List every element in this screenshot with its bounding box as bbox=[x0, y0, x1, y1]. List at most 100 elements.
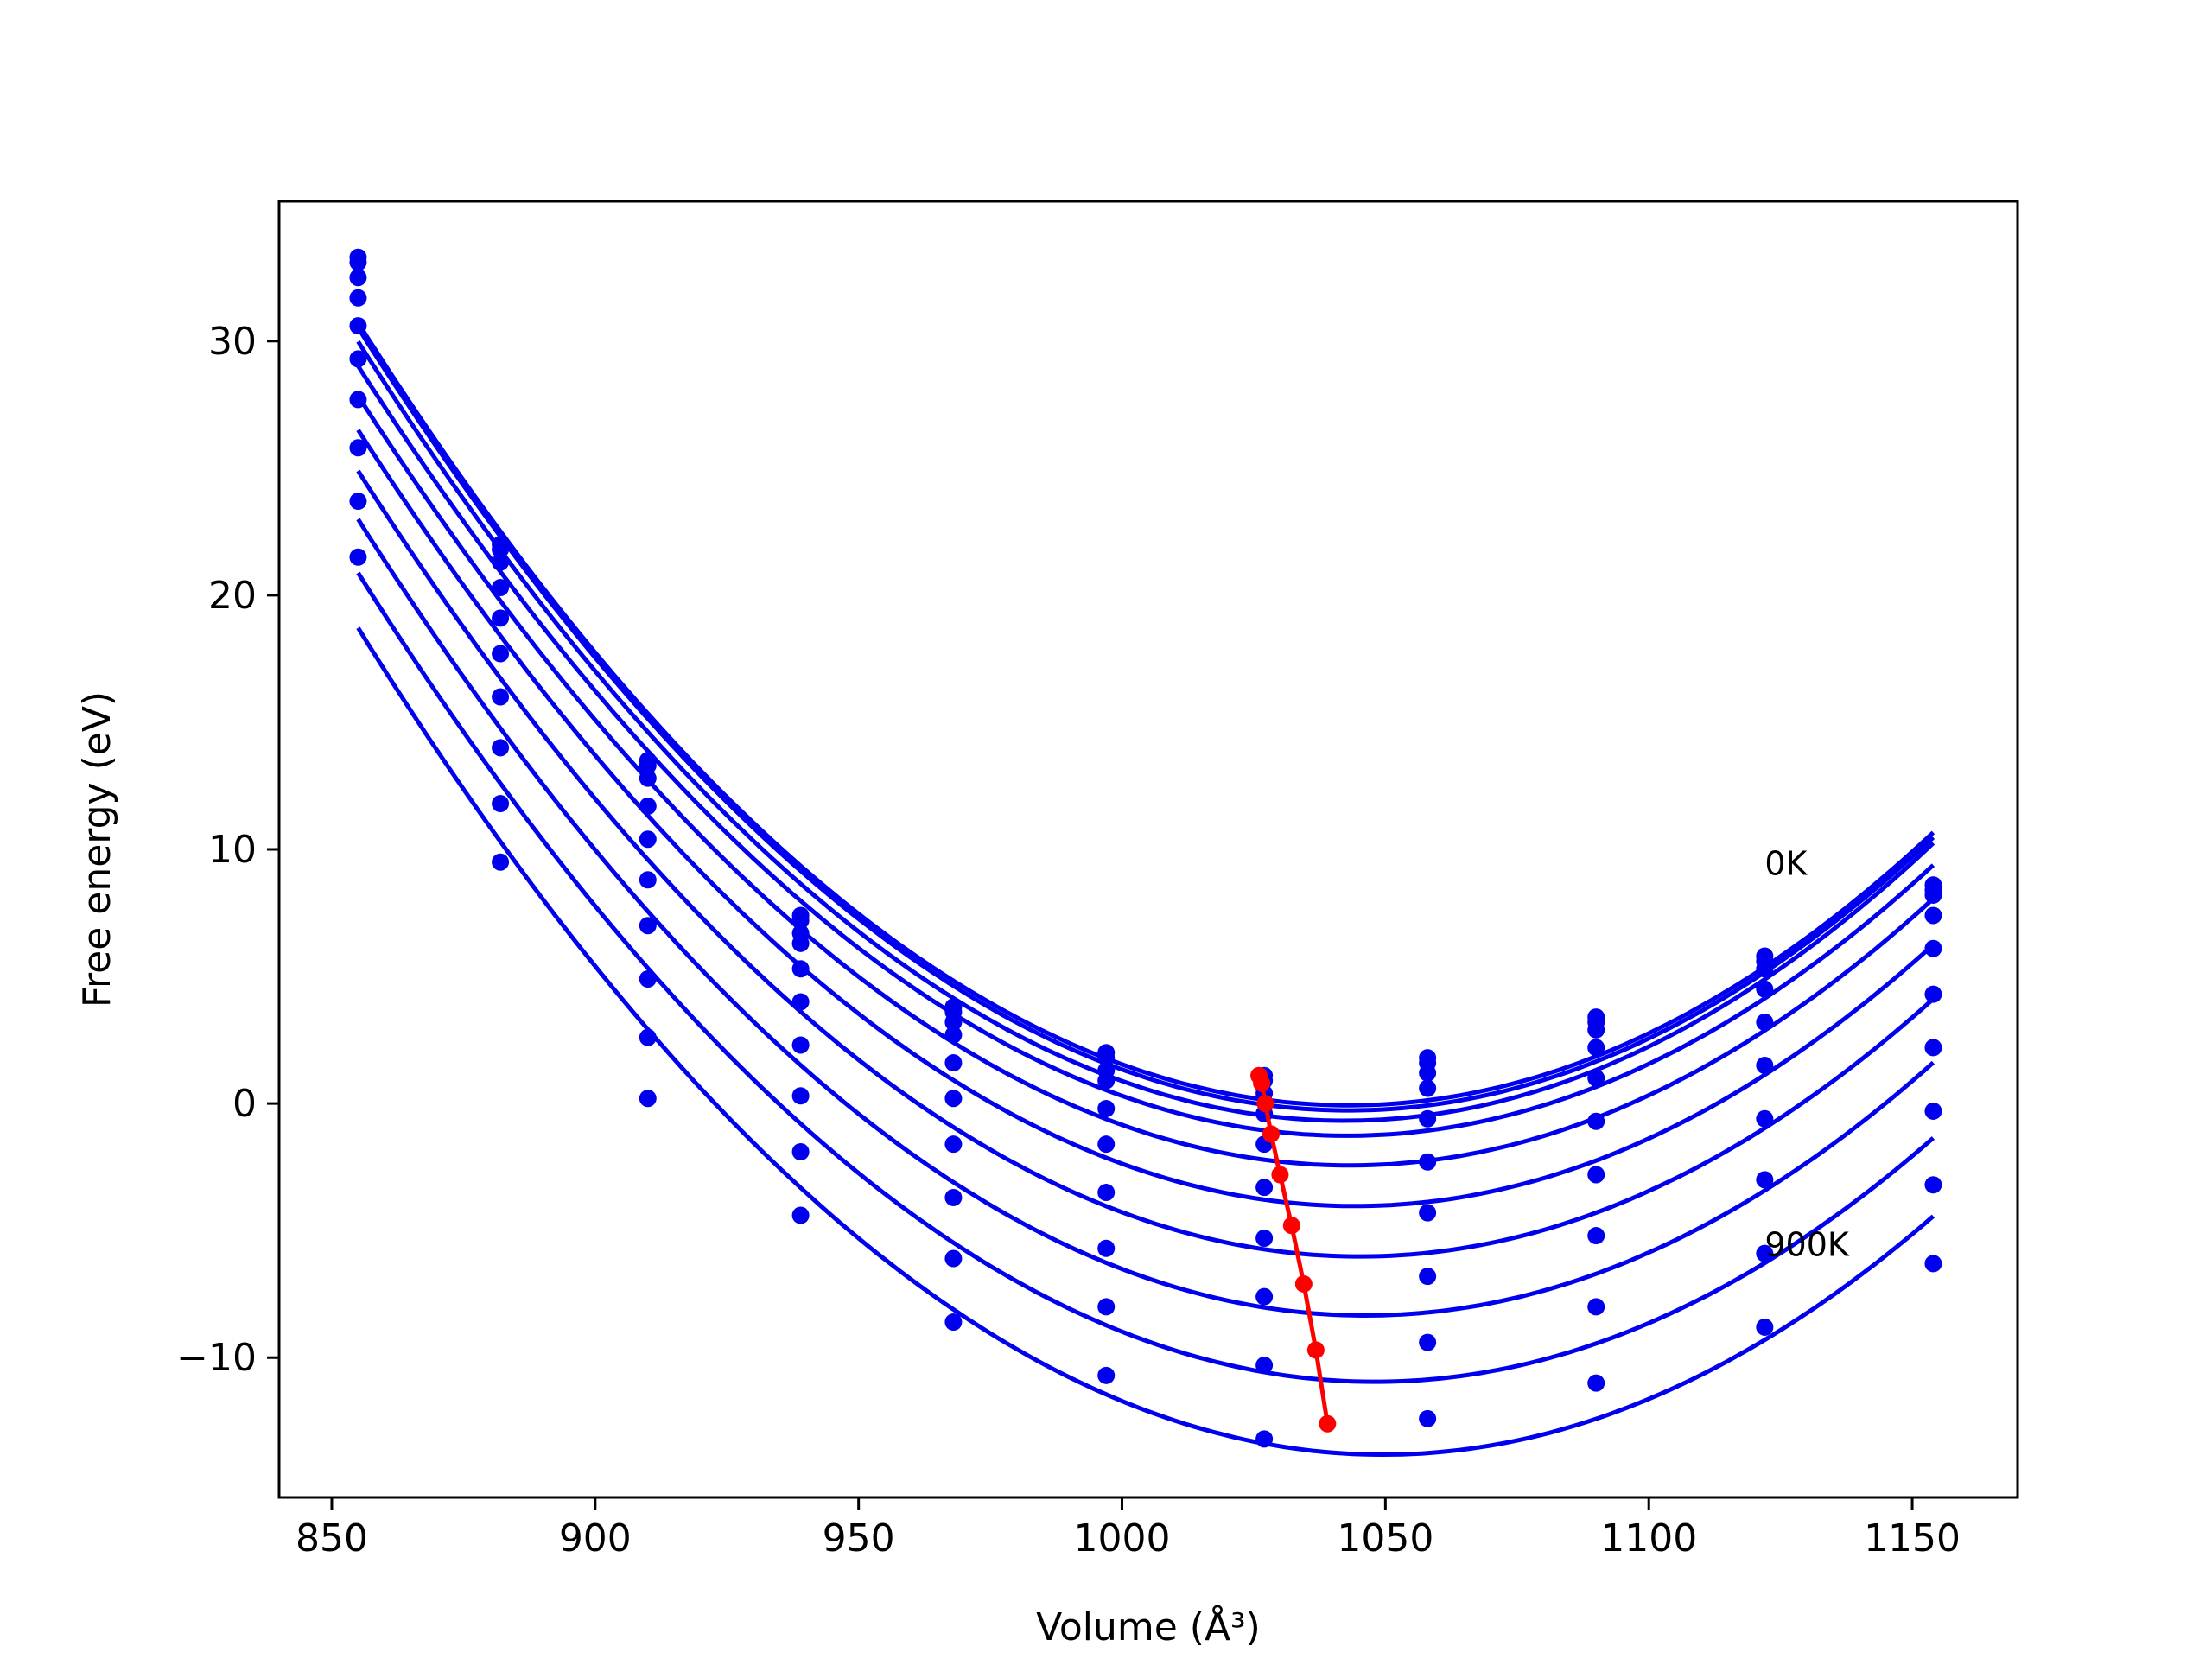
series-9-point bbox=[492, 853, 510, 871]
series-2-point bbox=[1419, 1064, 1437, 1082]
series-3-point bbox=[1756, 980, 1774, 998]
series-8-point bbox=[944, 1249, 963, 1268]
series-9-point bbox=[639, 1090, 657, 1108]
series-6-point bbox=[492, 688, 510, 706]
minima-point bbox=[1282, 1217, 1300, 1235]
series-3-point bbox=[639, 798, 657, 815]
series-6-point bbox=[791, 1036, 810, 1054]
series-5-point bbox=[791, 993, 810, 1011]
series-1-point bbox=[639, 756, 657, 774]
series-7-point bbox=[639, 970, 657, 988]
series-9-point bbox=[1924, 1255, 1942, 1273]
series-7-line bbox=[356, 518, 1936, 1319]
series-7-point bbox=[791, 1087, 810, 1105]
series-8-point bbox=[1419, 1333, 1437, 1351]
series-3-point bbox=[492, 579, 510, 597]
x-tick-label: 1000 bbox=[1074, 1516, 1171, 1560]
series-2-point bbox=[1756, 960, 1774, 978]
y-tick-label: −10 bbox=[176, 1336, 257, 1380]
series-8-point bbox=[1097, 1298, 1116, 1316]
series-3-line bbox=[356, 365, 1936, 1138]
series-5-point bbox=[1587, 1112, 1605, 1130]
series-5-point bbox=[1419, 1153, 1437, 1171]
series-4-point bbox=[944, 1054, 963, 1072]
series-7-point bbox=[1097, 1239, 1116, 1257]
series-7-point bbox=[1419, 1268, 1437, 1286]
series-9-line bbox=[356, 626, 1936, 1458]
series-8-point bbox=[1587, 1298, 1605, 1316]
series-4-point bbox=[1587, 1069, 1605, 1087]
series-9-point bbox=[1419, 1409, 1437, 1427]
series-3-point bbox=[1587, 1039, 1605, 1057]
series-6-point bbox=[349, 391, 367, 409]
y-axis-ticks: −10 0 10 20 30 bbox=[176, 320, 279, 1380]
series-4-point bbox=[1097, 1100, 1116, 1117]
series-9-point bbox=[349, 548, 367, 566]
series-3-point bbox=[1924, 906, 1942, 925]
x-tick-label: 900 bbox=[559, 1516, 632, 1560]
x-tick-label: 1100 bbox=[1600, 1516, 1697, 1560]
series-1-point bbox=[1097, 1049, 1116, 1067]
series-8-point bbox=[492, 795, 510, 813]
minima-point bbox=[1271, 1166, 1289, 1184]
series-3-point bbox=[349, 289, 367, 307]
x-tick-label: 950 bbox=[823, 1516, 895, 1560]
series-6-point bbox=[1255, 1230, 1274, 1247]
series-9-point bbox=[1097, 1366, 1116, 1384]
series-6-point bbox=[944, 1135, 963, 1154]
series-4-point bbox=[1419, 1109, 1437, 1128]
x-axis-ticks: 850 900 950 1000 1050 1100 1150 bbox=[296, 1497, 1961, 1560]
x-tick-label: 1050 bbox=[1337, 1516, 1433, 1560]
series-1-point bbox=[349, 253, 367, 271]
series-7-point bbox=[1255, 1287, 1274, 1306]
series-7-point bbox=[349, 439, 367, 457]
curve-annotation: 0K bbox=[1764, 844, 1808, 882]
series-6-point bbox=[1756, 1109, 1774, 1128]
series-3-point bbox=[1097, 1071, 1116, 1090]
series-6-point bbox=[1419, 1204, 1437, 1222]
series-2-point bbox=[1587, 1020, 1605, 1039]
series-6-point bbox=[1097, 1184, 1116, 1202]
series-9-point bbox=[1756, 1318, 1774, 1336]
y-tick-label: 0 bbox=[232, 1082, 257, 1126]
series-9-point bbox=[1255, 1430, 1274, 1448]
y-axis-label: Free energy (eV) bbox=[75, 691, 119, 1007]
x-axis-label: Volume (Å³) bbox=[1036, 1604, 1261, 1649]
series-4-point bbox=[639, 830, 657, 849]
annotations-layer: 0K 900K bbox=[1764, 844, 1850, 1263]
series-4-point bbox=[1756, 1014, 1774, 1031]
series-1-point bbox=[492, 540, 510, 558]
series-5-line bbox=[356, 429, 1936, 1209]
series-7-point bbox=[944, 1188, 963, 1206]
series-6-point bbox=[1924, 1039, 1942, 1057]
x-tick-label: 850 bbox=[296, 1516, 368, 1560]
series-4-point bbox=[1924, 939, 1942, 957]
series-8-point bbox=[791, 1143, 810, 1160]
series-2-point bbox=[1924, 886, 1942, 904]
curve-annotation: 900K bbox=[1764, 1226, 1850, 1264]
series-2-point bbox=[349, 269, 367, 287]
series-4-point bbox=[349, 317, 367, 335]
series-6-line bbox=[356, 469, 1936, 1259]
series-9-point bbox=[944, 1313, 963, 1332]
series-5-point bbox=[1255, 1179, 1274, 1197]
series-5-point bbox=[1097, 1135, 1116, 1154]
series-3-point bbox=[1419, 1079, 1437, 1097]
series-7-point bbox=[1587, 1227, 1605, 1245]
series-1-point bbox=[791, 912, 810, 930]
series-9-point bbox=[1587, 1374, 1605, 1392]
minima-point bbox=[1319, 1414, 1337, 1433]
minima-layer bbox=[1250, 1066, 1337, 1433]
series-5-point bbox=[944, 1090, 963, 1108]
series-7-point bbox=[1924, 1102, 1942, 1120]
series-2-line bbox=[356, 340, 1936, 1123]
series-5-point bbox=[1756, 1057, 1774, 1074]
series-5-point bbox=[1924, 985, 1942, 1003]
series-9-point bbox=[791, 1206, 810, 1224]
series-6-point bbox=[639, 917, 657, 935]
series-5-point bbox=[639, 871, 657, 889]
y-tick-label: 20 bbox=[208, 574, 257, 618]
series-4-point bbox=[791, 960, 810, 978]
series-8-point bbox=[1924, 1176, 1942, 1194]
